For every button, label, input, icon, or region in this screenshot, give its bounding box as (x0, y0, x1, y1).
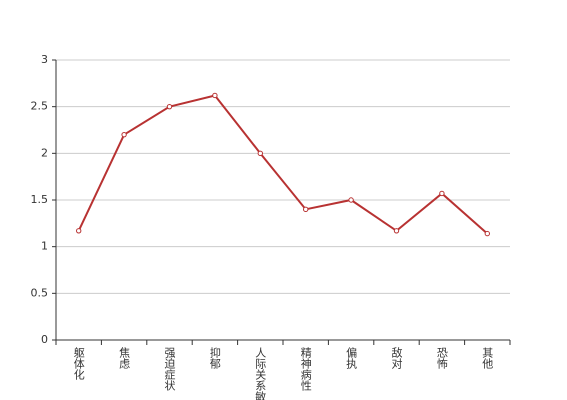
x-tick-label: 偏执 (345, 346, 358, 370)
point (121, 131, 127, 138)
y-tick-label: 1 (41, 240, 48, 253)
x-tick-label: 强迫症状 (163, 347, 176, 391)
x-tick-label: 恐怖 (435, 347, 448, 369)
x-tick-label: 抑郁 (208, 346, 221, 369)
line (77, 94, 488, 235)
x-tick-label: 其他 (481, 347, 494, 369)
x-tick-label: 躯体化 (72, 347, 85, 381)
x-tick-label: 精神病性 (299, 347, 312, 392)
x-tick-label: 人际关系敏感 (254, 347, 267, 400)
point (212, 92, 218, 99)
point (348, 197, 354, 203)
point (76, 228, 82, 234)
point (439, 190, 445, 197)
y-tick-label: 0.5 (31, 286, 49, 299)
point (303, 206, 309, 213)
point (484, 230, 490, 237)
x-tick-label: 敌对 (390, 346, 403, 369)
y-tick-label: 3 (41, 53, 48, 66)
y-tick-label: 2 (41, 146, 48, 159)
y-tick-label: 2.5 (31, 100, 49, 113)
point (393, 228, 400, 234)
point (257, 150, 263, 157)
x-tick-label: 焦虑 (118, 347, 131, 369)
point (166, 103, 173, 110)
y-tick-label: 1.5 (31, 193, 49, 206)
y-tick-label: 0 (41, 333, 48, 346)
